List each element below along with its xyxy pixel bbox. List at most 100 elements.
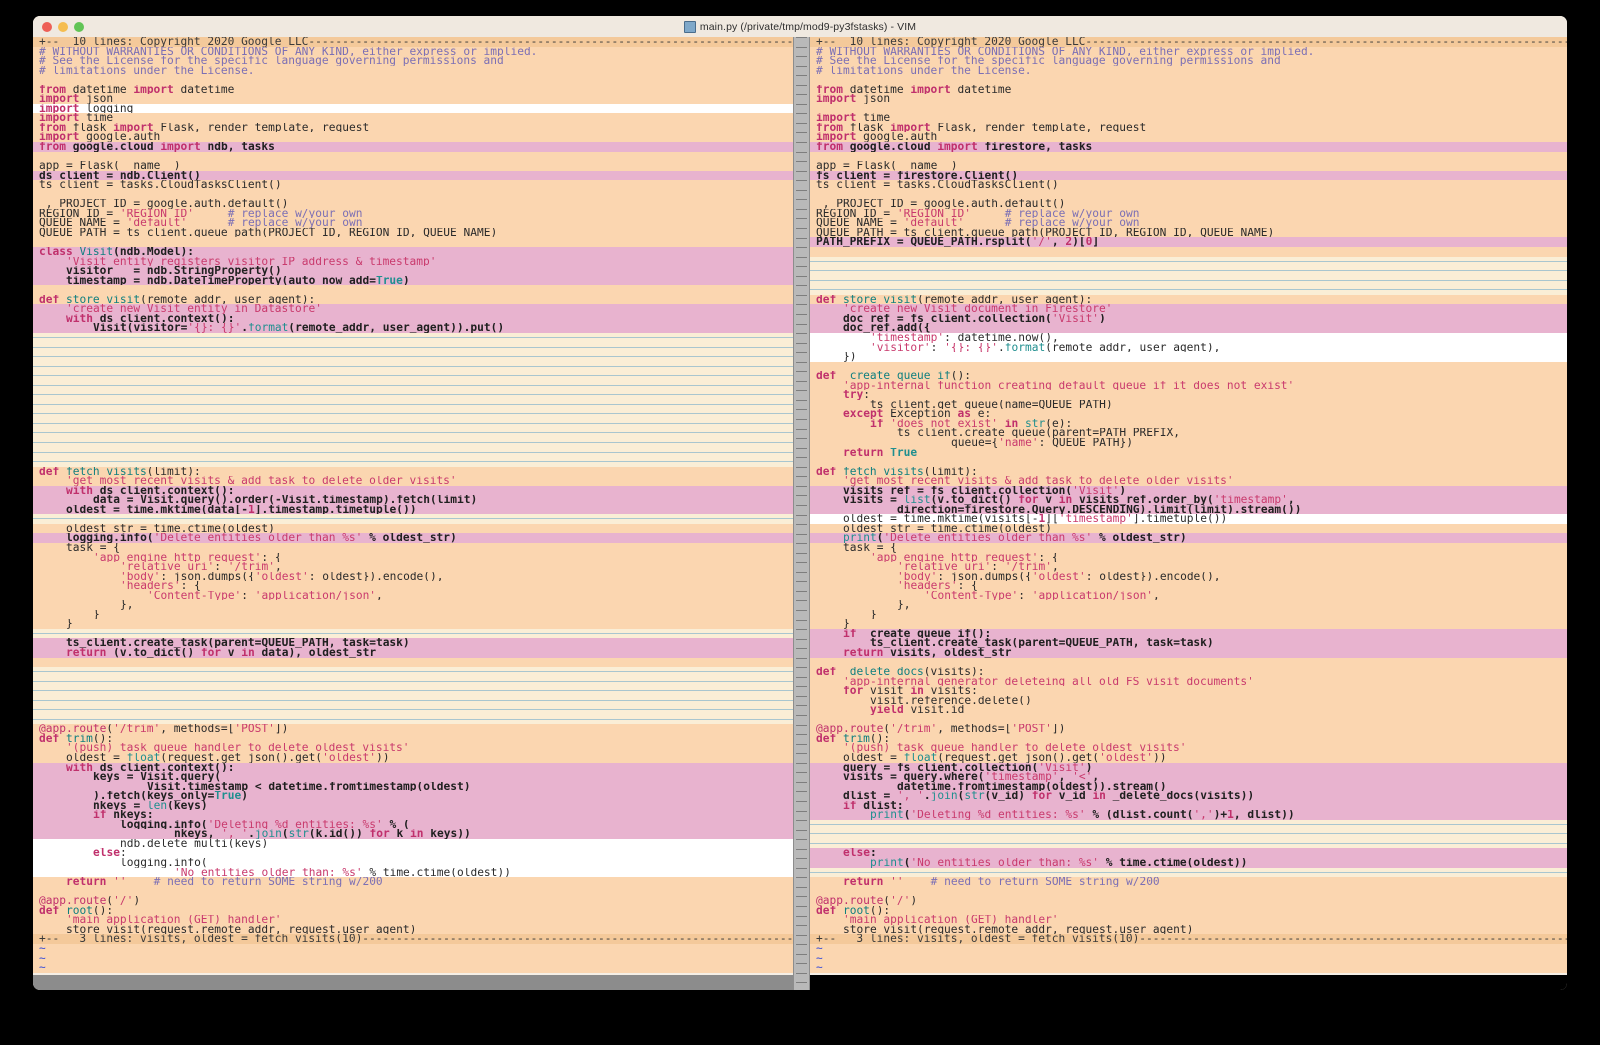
code-line[interactable]: import json <box>810 94 1567 104</box>
code-line[interactable]: REGION_ID = 'REGION_ID' # replace w/your… <box>810 208 1567 219</box>
code-line[interactable]: visits = list(v.to_dict() for v in visit… <box>810 495 1567 505</box>
code-line[interactable]: 'visitor': '{}: {}'.format(remote_addr, … <box>810 342 1567 353</box>
code-line[interactable]: QUEUE_PATH = ts_client.queue_path(PROJEC… <box>810 227 1567 238</box>
code-line[interactable]: doc_ref = fs_client.collection('Visit') <box>810 313 1567 324</box>
code-line[interactable]: print('No entities older than: %s' % tim… <box>810 858 1567 868</box>
minimize-button[interactable] <box>58 22 68 32</box>
code-line[interactable]: logging.info('Deleting %d entities: %s' … <box>33 819 793 830</box>
code-line[interactable]: visits = query.where('timestamp', '<', <box>810 772 1567 782</box>
code-line[interactable]: 'relative_uri': '/trim', <box>810 562 1567 572</box>
code-line[interactable]: from datetime import datetime <box>33 84 793 95</box>
code-line[interactable] <box>33 886 793 897</box>
code-line[interactable]: 'Visit entity registers visitor IP addre… <box>33 256 793 267</box>
code-line[interactable]: from google.cloud import firestore, task… <box>810 142 1567 152</box>
code-line[interactable]: ndb.delete_multi(keys) <box>33 838 793 849</box>
code-line[interactable]: def _create_queue_if(): <box>810 371 1567 381</box>
code-line[interactable]: # limitations under the License. <box>33 65 793 76</box>
code-line[interactable]: # WITHOUT WARRANTIES OR CONDITIONS OF AN… <box>810 46 1567 57</box>
code-line[interactable]: task = { <box>33 542 793 553</box>
code-line[interactable] <box>33 285 793 295</box>
diff-separator-gutter[interactable] <box>793 37 810 990</box>
close-button[interactable] <box>42 22 52 32</box>
code-line[interactable]: ds_client = ndb.Client() <box>33 170 793 181</box>
code-line[interactable]: oldest = time.mktime(visits[-1]['timesta… <box>810 514 1567 524</box>
code-line[interactable] <box>810 886 1567 897</box>
code-line[interactable]: return visits, oldest_str <box>810 648 1567 658</box>
code-line[interactable]: '(push) task queue handler to delete old… <box>810 743 1567 754</box>
code-line[interactable]: visitor = ndb.StringProperty() <box>33 266 793 276</box>
code-line[interactable]: # See the License for the specific langu… <box>33 56 793 66</box>
code-line[interactable]: oldest_str = time.ctime(oldest) <box>810 523 1567 534</box>
code-line[interactable]: if 'does not exist' in str(e): <box>810 418 1567 429</box>
code-line[interactable]: keys = Visit.query( <box>33 772 793 782</box>
code-line[interactable]: for visit in visits: <box>810 686 1567 696</box>
code-line[interactable]: 'get most recent visits & add task to de… <box>810 476 1567 486</box>
code-line[interactable]: 'main application (GET) handler' <box>810 915 1567 925</box>
fold-line[interactable]: +-- 10 lines: Copyright 2020 Google LLC-… <box>810 37 1567 47</box>
code-line[interactable]: store_visit(request.remote_addr, request… <box>810 924 1567 935</box>
code-line[interactable]: def trim(): <box>810 733 1567 744</box>
code-line[interactable]: } <box>33 609 793 620</box>
code-line[interactable]: 'create new Visit document in Firestore' <box>810 304 1567 314</box>
code-line[interactable] <box>33 237 793 248</box>
code-line[interactable]: timestamp = ndb.DateTimeProperty(auto_no… <box>33 275 793 286</box>
code-line[interactable]: query = fs_client.collection('Visit') <box>810 762 1567 773</box>
code-line[interactable]: ts_client.create_task(parent=QUEUE_PATH,… <box>810 638 1567 648</box>
code-line[interactable]: def root(): <box>810 905 1567 916</box>
code-line[interactable]: app = Flask(__name__) <box>33 161 793 171</box>
code-line[interactable]: _, PROJECT_ID = google.auth.default() <box>810 199 1567 209</box>
left-code-viewport[interactable]: +-- 10 lines: Copyright 2020 Google LLC-… <box>33 37 793 975</box>
code-line[interactable]: oldest_str = time.ctime(oldest) <box>33 523 793 534</box>
code-line[interactable]: visit.reference.delete() <box>810 695 1567 706</box>
code-line[interactable]: ts_client = tasks.CloudTasksClient() <box>33 180 793 190</box>
code-line[interactable] <box>33 657 793 668</box>
code-line[interactable]: # See the License for the specific langu… <box>810 56 1567 66</box>
code-line[interactable]: def store_visit(remote_addr, user_agent)… <box>33 294 793 305</box>
code-line[interactable]: with ds_client.context(): <box>33 762 793 773</box>
code-line[interactable]: dlist = ', '.join(str(v_id) for v_id in … <box>810 791 1567 801</box>
code-line[interactable]: datetime.fromtimestamp(oldest)).stream() <box>810 781 1567 792</box>
code-line[interactable]: with ds_client.context(): <box>33 313 793 324</box>
code-line[interactable]: }, <box>810 600 1567 610</box>
code-line[interactable]: import google.auth <box>33 132 793 143</box>
code-line[interactable]: ts_client.create_queue(parent=PATH_PREFI… <box>810 428 1567 438</box>
code-line[interactable]: if dlist: <box>810 800 1567 811</box>
code-line[interactable]: 'Content-Type': 'application/json', <box>810 590 1567 601</box>
code-line[interactable]: } <box>810 619 1567 629</box>
code-line[interactable]: oldest = float(request.get_json().get('o… <box>810 753 1567 763</box>
code-line[interactable]: print('Deleting %d entities: %s' % (dlis… <box>810 810 1567 820</box>
code-line[interactable]: def fetch_visits(limit): <box>810 466 1567 477</box>
code-line[interactable]: doc_ref.add({ <box>810 323 1567 333</box>
diff-pane-right[interactable]: +-- 10 lines: Copyright 2020 Google LLC-… <box>810 37 1567 990</box>
code-line[interactable]: REGION_ID = 'REGION_ID' # replace w/your… <box>33 208 793 219</box>
code-line[interactable]: 'app-internal generator deleteing all ol… <box>810 676 1567 687</box>
code-line[interactable] <box>810 247 1567 257</box>
code-line[interactable] <box>810 457 1567 467</box>
code-line[interactable]: except Exception as e: <box>810 409 1567 419</box>
code-line[interactable]: QUEUE_PATH = ts_client.queue_path(PROJEC… <box>33 227 793 238</box>
left-code-buffer[interactable]: +-- 10 lines: Copyright 2020 Google LLC-… <box>33 37 793 973</box>
code-line[interactable]: return '' # need to return SOME string w… <box>810 877 1567 887</box>
code-line[interactable]: with ds_client.context(): <box>33 485 793 496</box>
code-line[interactable]: try: <box>810 390 1567 400</box>
code-line[interactable] <box>33 151 793 162</box>
code-line[interactable]: @app.route('/') <box>33 896 793 906</box>
code-line[interactable] <box>810 103 1567 114</box>
code-line[interactable]: from flask import Flask, render_template… <box>33 122 793 133</box>
code-line[interactable]: 'timestamp': datetime.now(), <box>810 332 1567 343</box>
code-line[interactable]: else: <box>810 848 1567 859</box>
code-line[interactable]: 'app-internal function creating default … <box>810 380 1567 391</box>
code-line[interactable]: 'app_engine_http_request': { <box>810 552 1567 563</box>
code-line[interactable]: ts_client.create_task(parent=QUEUE_PATH,… <box>33 638 793 648</box>
code-line[interactable]: print('Delete entities older than %s' % … <box>810 533 1567 543</box>
code-line[interactable] <box>810 657 1567 668</box>
code-line[interactable]: '(push) task queue handler to delete old… <box>33 743 793 754</box>
code-line[interactable]: direction=firestore.Query.DESCENDING).li… <box>810 504 1567 515</box>
code-line[interactable] <box>810 75 1567 85</box>
code-line[interactable]: import logging <box>33 103 793 114</box>
code-line[interactable]: return (v.to_dict() for v in data), olde… <box>33 648 793 658</box>
code-line[interactable]: ts_client.get_queue(name=QUEUE_PATH) <box>810 399 1567 410</box>
code-line[interactable]: 'body': json.dumps({'oldest': oldest}).e… <box>810 571 1567 582</box>
code-line[interactable]: logging.info('Delete entities older than… <box>33 533 793 543</box>
code-line[interactable]: queue={'name': QUEUE_PATH}) <box>810 437 1567 448</box>
